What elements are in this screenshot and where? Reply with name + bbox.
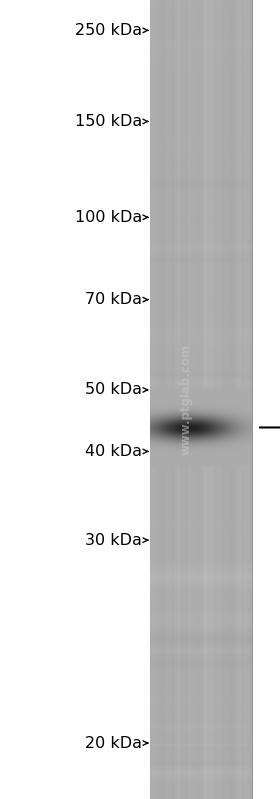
Text: 150 kDa: 150 kDa (74, 114, 142, 129)
Text: www.ptglab.com: www.ptglab.com (179, 344, 192, 455)
Text: 100 kDa: 100 kDa (74, 210, 142, 225)
Text: 20 kDa: 20 kDa (85, 736, 142, 750)
Text: 40 kDa: 40 kDa (85, 444, 142, 459)
Text: 250 kDa: 250 kDa (75, 23, 142, 38)
Text: 70 kDa: 70 kDa (85, 292, 142, 307)
Text: 50 kDa: 50 kDa (85, 383, 142, 397)
Text: 30 kDa: 30 kDa (85, 533, 142, 547)
